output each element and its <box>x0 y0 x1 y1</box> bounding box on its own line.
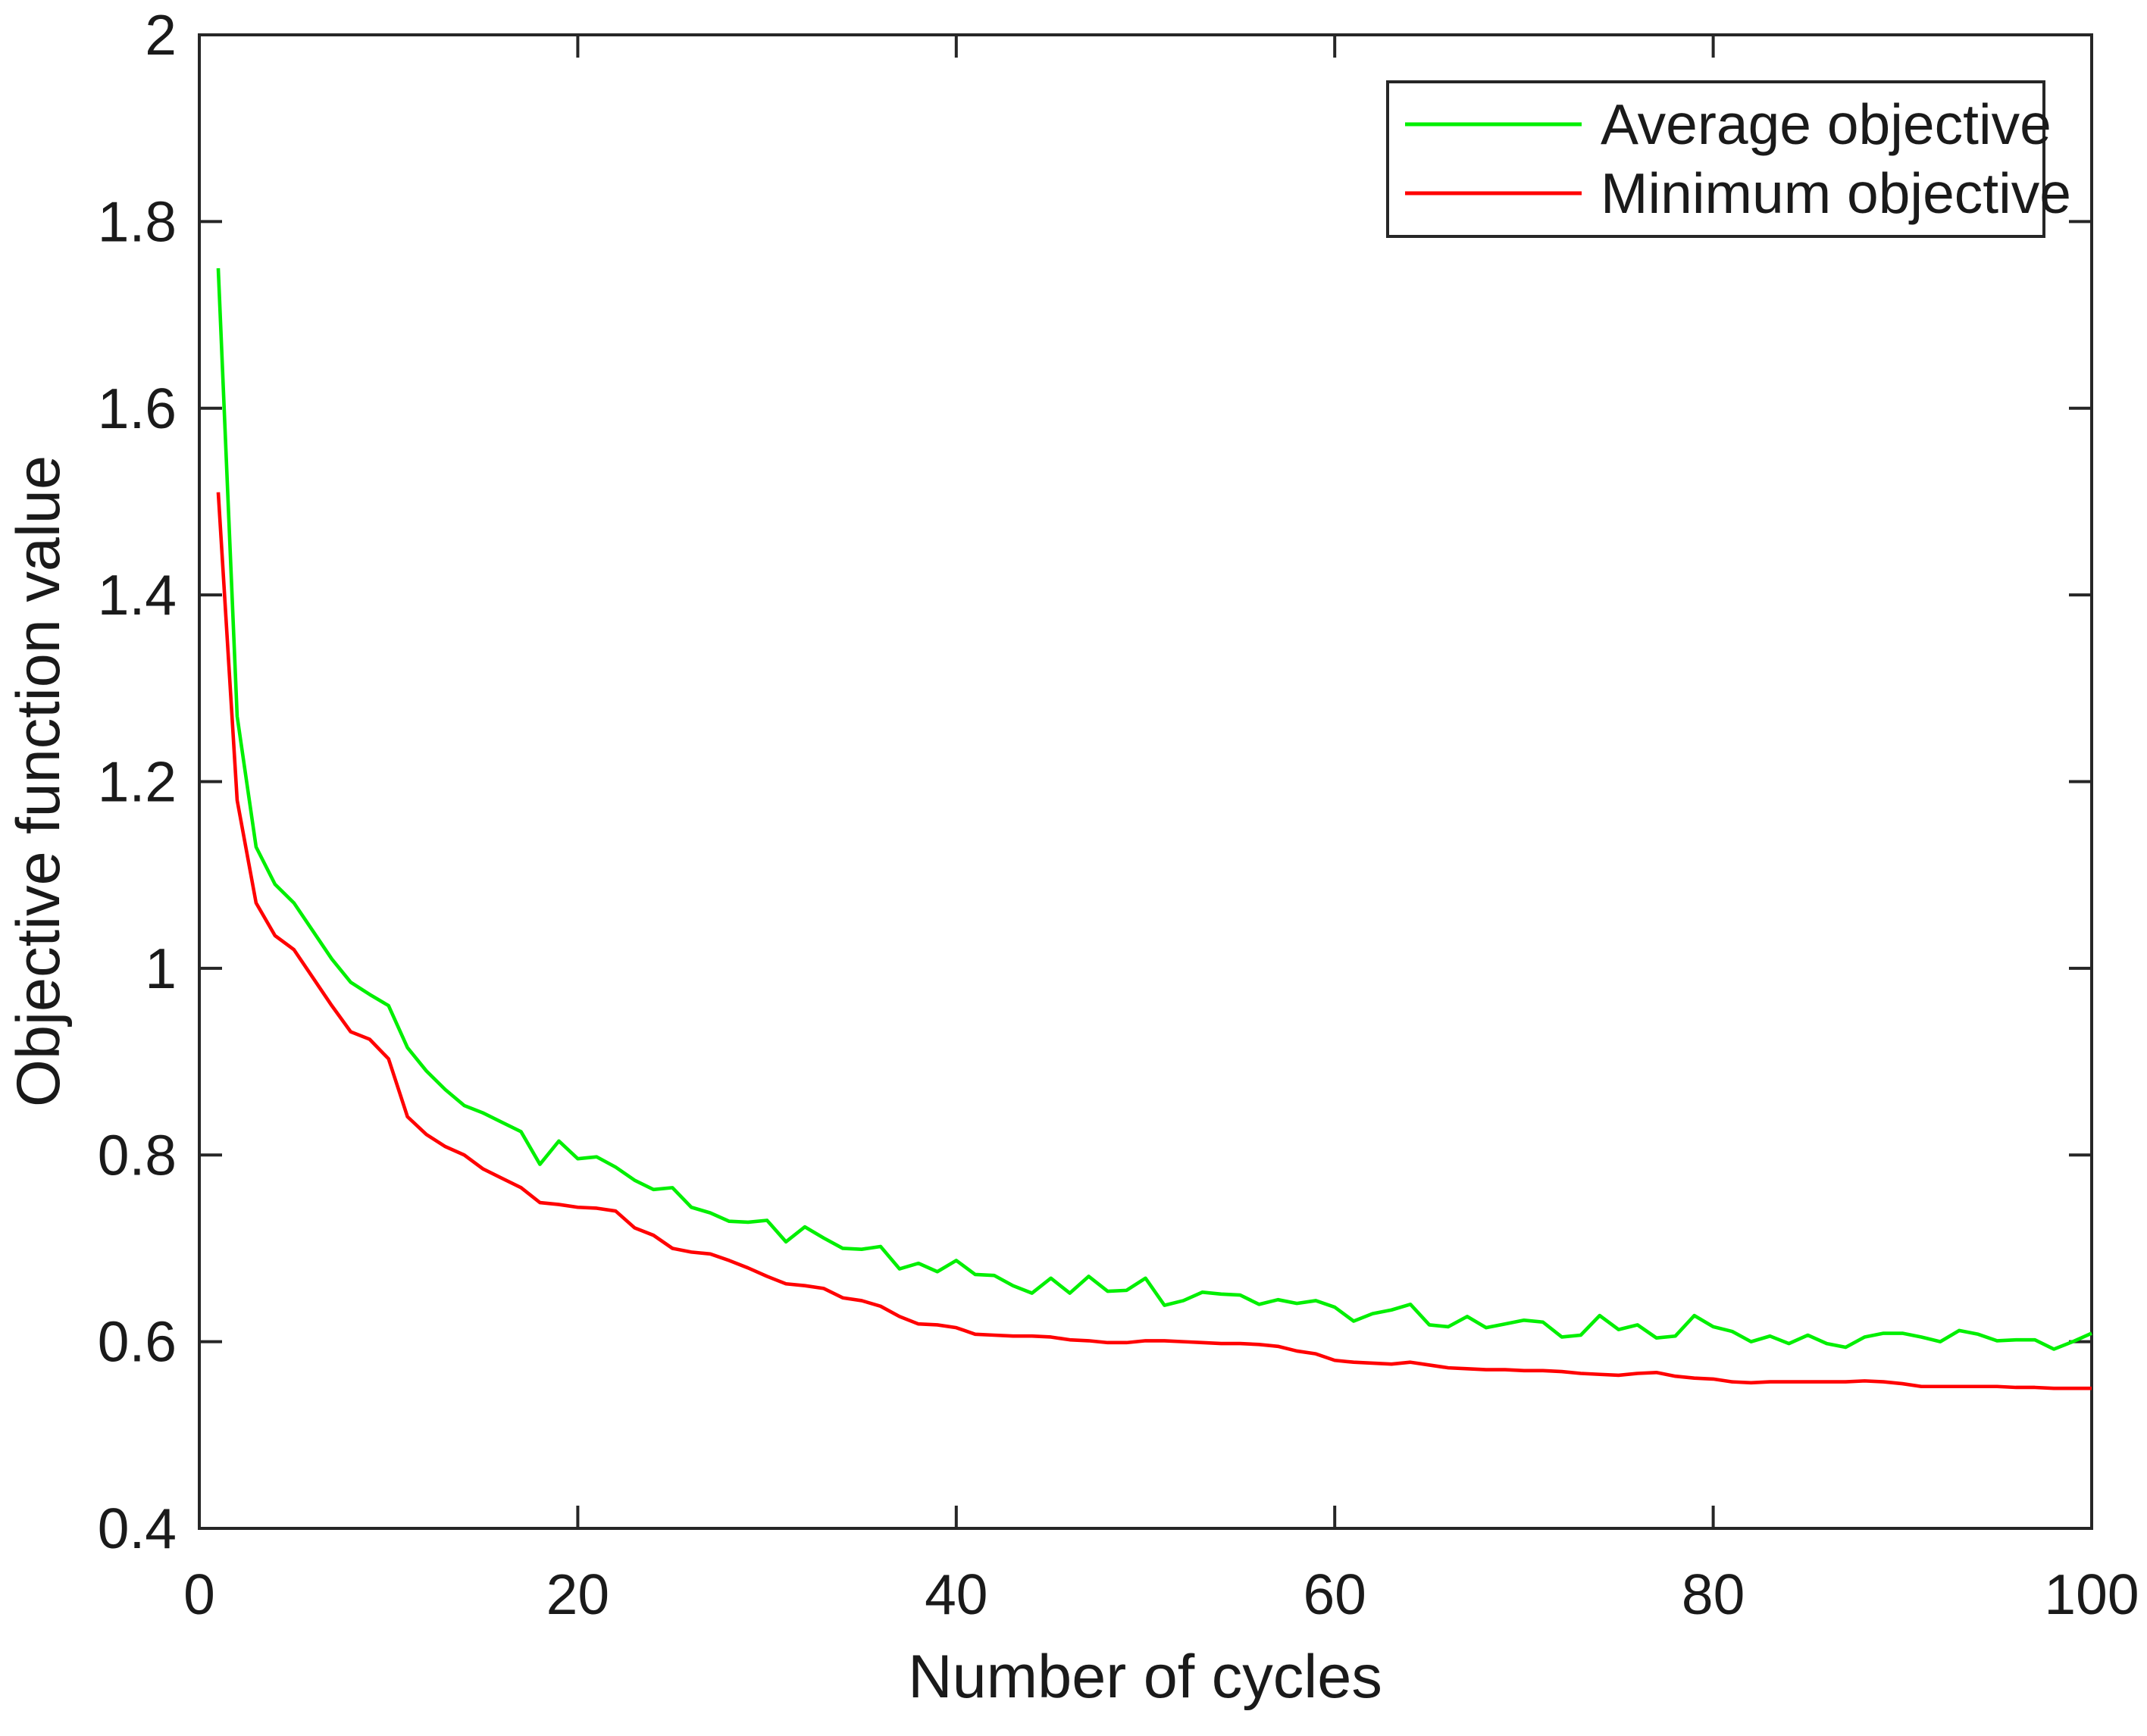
minimum-objective-line <box>216 492 2092 1390</box>
y-tick-label: 1.6 <box>98 377 177 440</box>
legend: Average objective Minimum objective <box>1386 80 2071 238</box>
y-tick-label: 2 <box>145 3 177 67</box>
y-tick-label: 1.2 <box>98 750 177 814</box>
plot-area-border <box>198 33 2093 1530</box>
x-tick-label: 0 <box>183 1562 215 1626</box>
y-tick-label: 1.4 <box>98 563 177 627</box>
legend-box <box>1386 80 2045 238</box>
y-axis-label: Objective function value <box>5 455 73 1107</box>
x-tick-label: 20 <box>546 1562 609 1626</box>
y-tick-label: 0.4 <box>98 1497 177 1560</box>
x-tick-label: 60 <box>1303 1562 1366 1626</box>
average-objective-line <box>216 267 2092 1351</box>
legend-minimum-label: Minimum objective <box>1601 161 2071 225</box>
axis-ticks <box>198 33 2093 1530</box>
legend-average-label: Average objective <box>1601 92 2052 156</box>
x-tick-label: 100 <box>2044 1562 2139 1626</box>
axis-tick-labels: 0 20 40 60 80 100 0.4 0.6 0.8 1 1.2 1.4 1.6 1.8 2 <box>98 3 2139 1626</box>
y-tick-label: 0.8 <box>98 1123 177 1187</box>
x-tick-label: 40 <box>925 1562 987 1626</box>
y-tick-label: 0.6 <box>98 1310 177 1374</box>
y-tick-label: 1 <box>145 937 177 1000</box>
x-axis-label: Number of cycles <box>908 1643 1382 1711</box>
y-tick-label: 1.8 <box>98 189 177 253</box>
x-tick-label: 80 <box>1682 1562 1745 1626</box>
